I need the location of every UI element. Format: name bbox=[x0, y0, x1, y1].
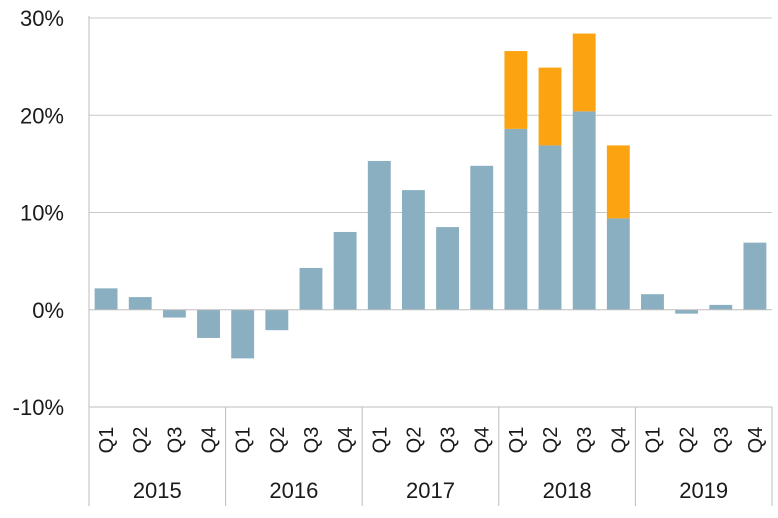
bar bbox=[401, 190, 425, 310]
quarter-tick-label: Q1 bbox=[96, 427, 118, 454]
year-tick-label: 2016 bbox=[269, 478, 318, 503]
x-axis-tick-labels: Q1 Q2 Q3 Q4 2015 Q1 Q2 Q3 Q4 2016 Q1 Q2 Q3 Q4 2017 Q1 Q2… bbox=[96, 427, 767, 503]
quarter-tick-label: Q1 bbox=[369, 427, 391, 454]
quarter-tick-label: Q2 bbox=[677, 427, 699, 454]
year-tick-label: 2015 bbox=[133, 478, 182, 503]
quarter-tick-label: Q3 bbox=[164, 427, 186, 454]
bar bbox=[538, 145, 562, 310]
quarter-tick-label: Q1 bbox=[506, 427, 528, 454]
bar bbox=[675, 309, 699, 314]
bar bbox=[436, 227, 460, 310]
y-tick-label: 10% bbox=[20, 201, 64, 226]
quarter-tick-label: Q1 bbox=[233, 427, 255, 454]
y-tick-label: 30% bbox=[20, 6, 64, 31]
bar bbox=[606, 218, 630, 310]
year-tick-label: 2018 bbox=[543, 478, 592, 503]
y-tick-label: 20% bbox=[20, 103, 64, 128]
y-tick-label: -10% bbox=[13, 395, 64, 420]
y-axis-tick-labels: -10% 0% 10% 20% 30% bbox=[13, 6, 64, 420]
bar-series bbox=[94, 33, 767, 359]
bar bbox=[197, 309, 220, 338]
bar bbox=[572, 33, 596, 112]
axes bbox=[88, 16, 773, 506]
bar bbox=[231, 309, 255, 359]
bar bbox=[470, 165, 494, 310]
quarter-tick-label: Q2 bbox=[267, 427, 289, 454]
year-tick-label: 2017 bbox=[406, 478, 455, 503]
quarter-tick-label: Q3 bbox=[438, 427, 460, 454]
y-tick-label: 0% bbox=[32, 298, 64, 323]
year-tick-label: 2019 bbox=[679, 478, 728, 503]
bar bbox=[709, 304, 733, 310]
bar bbox=[265, 309, 289, 331]
bar bbox=[128, 297, 152, 310]
bar bbox=[606, 145, 630, 219]
bar bbox=[743, 242, 767, 310]
bar bbox=[162, 309, 186, 318]
bar bbox=[94, 288, 118, 310]
bar bbox=[538, 67, 562, 146]
quarter-tick-label: Q4 bbox=[335, 427, 357, 454]
quarter-tick-label: Q4 bbox=[608, 427, 630, 454]
quarter-tick-label: Q3 bbox=[711, 427, 733, 454]
bar bbox=[504, 51, 528, 129]
bar bbox=[333, 231, 357, 310]
bar bbox=[504, 128, 528, 310]
bar bbox=[367, 160, 391, 310]
quarter-tick-label: Q3 bbox=[301, 427, 323, 454]
quarter-tick-label: Q2 bbox=[403, 427, 425, 454]
gridlines bbox=[89, 17, 772, 408]
bar bbox=[572, 111, 596, 310]
quarter-tick-label: Q3 bbox=[574, 427, 596, 454]
bar bbox=[641, 294, 664, 310]
quarter-tick-label: Q4 bbox=[472, 427, 494, 454]
quarter-tick-label: Q2 bbox=[130, 427, 152, 454]
quarter-tick-label: Q1 bbox=[642, 427, 664, 454]
quarter-tick-label: Q2 bbox=[540, 427, 562, 454]
quarter-tick-label: Q4 bbox=[199, 427, 221, 454]
quarter-tick-label: Q4 bbox=[745, 427, 767, 454]
bar bbox=[299, 267, 323, 310]
